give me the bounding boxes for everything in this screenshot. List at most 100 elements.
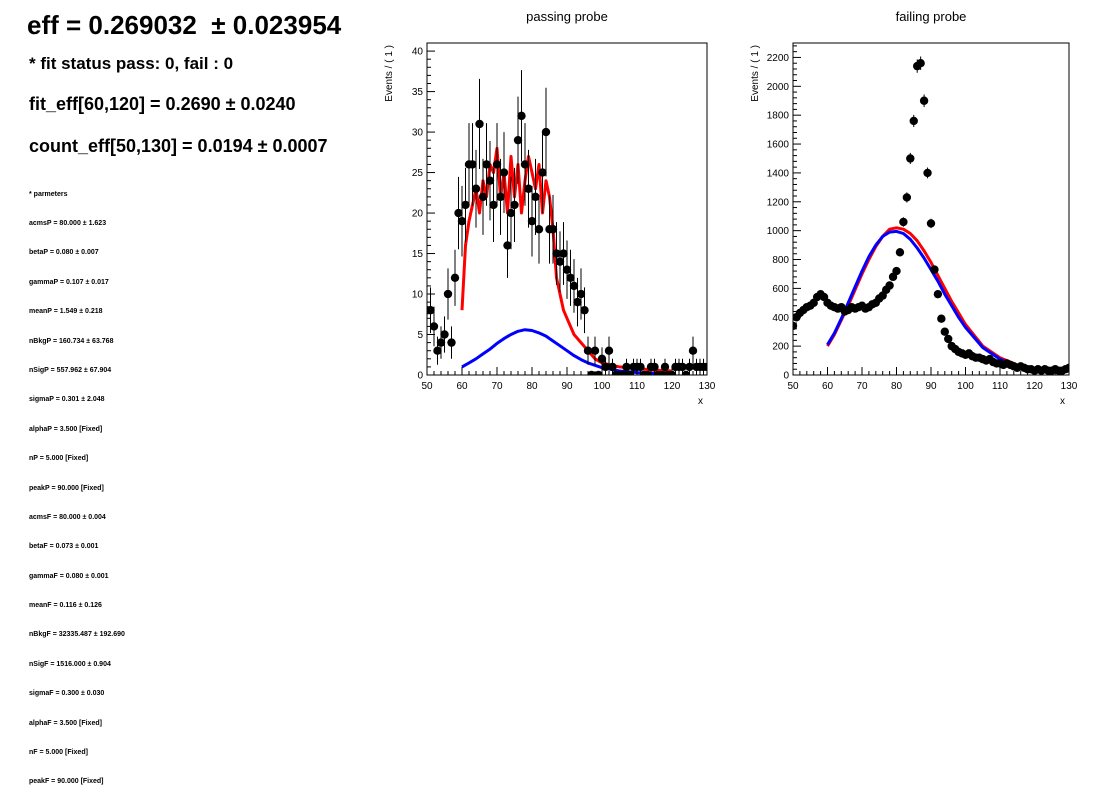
data-point [527,216,537,226]
y-tick-label: 1400 [767,168,790,179]
data-point [429,322,439,331]
parameter-line: alphaP = 3.500 [Fixed] [29,425,103,433]
parameter-line: nF = 5.000 [Fixed] [29,749,88,757]
parameter-line: meanF = 0.116 ± 0.126 [29,602,102,610]
data-point [916,59,925,68]
data-point [685,362,694,372]
data-point [937,314,946,323]
parameter-line: betaF = 0.073 ± 0.001 [29,543,99,551]
data-point [496,192,505,202]
x-tick-label: 70 [856,381,868,392]
data-point [590,346,600,355]
data-point [555,257,565,266]
data-point [933,289,943,299]
data-point [573,297,582,307]
fit-status: * fit status pass: 0, fail : 0 [29,54,234,73]
y-tick-label: 15 [412,249,424,260]
data-point [503,241,512,250]
y-tick-label: 400 [772,313,789,324]
data-point [926,219,936,228]
data-point [517,111,526,121]
data-point [906,154,915,163]
total-fit-curve [826,226,1035,371]
parameter-line: betaP = 0.080 ± 0.007 [29,249,99,257]
y-tick-label: 35 [412,87,424,98]
data-point [923,168,932,178]
total-fit-curve [460,146,673,373]
passing-probe-chart: passing probe 50 60 70 80 90 100 110 120 130 0 5 10 1… [384,9,716,407]
x-tick-label: 120 [664,381,681,392]
data-point [524,184,533,193]
data-point [433,346,442,355]
y-tick-label: 1800 [767,111,790,122]
x-tick-label: 100 [957,381,974,392]
data-point [559,249,568,258]
parameters-header: * parmeters [29,190,68,198]
data-point [538,168,547,177]
plot-area [793,56,1069,375]
parameter-line: sigmaF = 0.300 ± 0.030 [29,690,105,698]
data-point [608,362,617,372]
data-point [678,362,687,372]
data-point [667,370,677,375]
data-point [576,289,586,299]
parameter-line: gammaP = 0.107 ± 0.017 [29,278,109,286]
y-tick-label: 40 [412,47,424,58]
data-point [919,96,929,105]
x-tick-label: 80 [891,381,903,392]
data-point [475,119,484,129]
x-tick-label: 130 [1061,381,1078,392]
data-point [552,249,561,258]
parameters-list: * parmeters acmsP = 80.000 ± 1.623 betaP… [29,170,125,807]
data-point [548,225,558,234]
data-point [513,135,523,145]
data-point [471,184,481,193]
plot-area [427,70,707,375]
data-point [541,127,551,137]
data-point [569,281,579,291]
parameter-line: nSigP = 557.962 ± 67.904 [29,366,112,374]
data-point [604,346,614,355]
data-point [793,321,798,331]
y-tick-label: 0 [783,371,789,382]
data-point [618,370,628,375]
data-point [636,362,645,372]
data-point [440,330,449,339]
data-point [597,354,607,364]
data-point [499,168,509,177]
data-point [447,338,456,347]
x-tick-label: 50 [787,381,799,392]
x-tick-label: 120 [1026,381,1043,392]
data-point [485,176,495,185]
data-point [478,192,488,202]
y-tick-label: 0 [417,371,423,382]
parameter-line: nBkgF = 32335.487 ± 192.690 [29,631,125,639]
y-tick-label: 2200 [767,53,790,64]
data-point [443,289,453,299]
x-tick-label: 90 [561,381,573,392]
data-point [660,362,670,372]
x-tick-label: 110 [992,381,1008,392]
data-point [1064,363,1069,372]
data-point [899,217,908,227]
y-tick-label: 2000 [767,82,790,93]
y-tick-label: 1600 [767,140,790,151]
data-point [562,265,572,274]
y-tick-label: 1000 [767,226,790,237]
failing-probe-chart: failing probe 50 60 70 80 90 100 110 120 130 0 200 4… [750,9,1078,407]
x-tick-label: 50 [421,381,433,392]
efficiency-value: eff = 0.269032 ± 0.023954 [27,10,342,40]
data-point [681,370,691,375]
data-point [625,370,635,375]
data-point [892,266,901,276]
y-tick-label: 25 [412,168,424,179]
data-point [601,362,610,372]
data-point [450,273,460,283]
data-point [427,306,435,315]
parameter-line: alphaF = 3.500 [Fixed] [29,719,102,727]
y-axis-label: Events / ( 1 ) [384,45,395,102]
data-point [566,273,575,283]
data-point [492,160,502,169]
data-point [510,200,519,210]
x-tick-label: 110 [629,381,645,392]
